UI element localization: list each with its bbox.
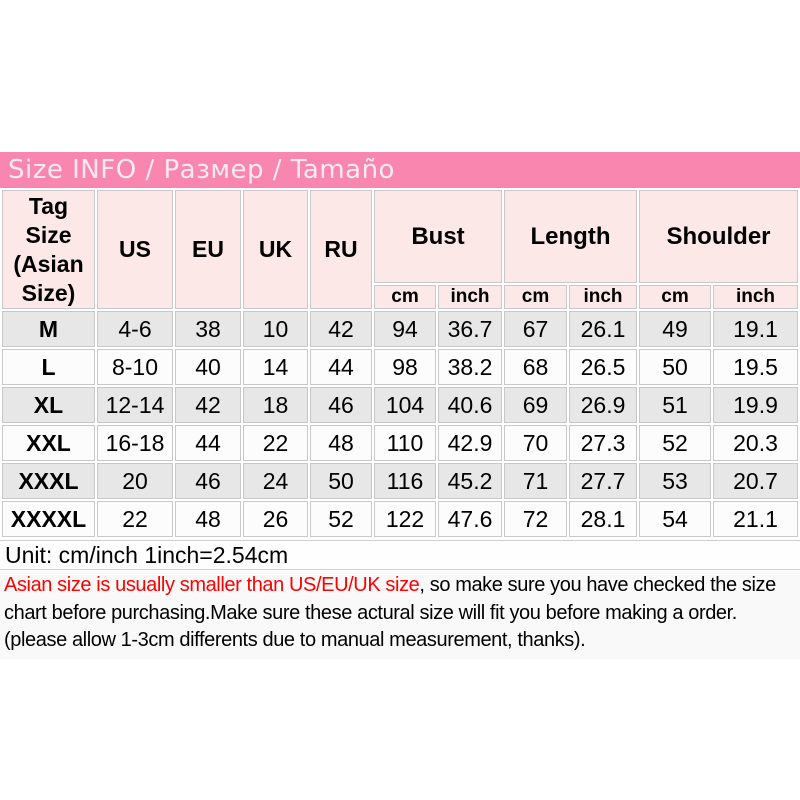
table-cell: 12-14 xyxy=(97,387,173,423)
table-cell: 46 xyxy=(175,463,241,499)
subheader-bust-inch: inch xyxy=(438,285,502,309)
table-cell: 20.3 xyxy=(713,425,799,461)
table-cell: 19.5 xyxy=(713,349,799,385)
table-cell: 47.6 xyxy=(438,501,502,537)
table-cell: 20 xyxy=(97,463,173,499)
unit-note: Unit: cm/inch 1inch=2.54cm xyxy=(0,540,800,570)
table-cell: 38.2 xyxy=(438,349,502,385)
table-cell: 38 xyxy=(175,311,241,347)
table-cell: 53 xyxy=(639,463,712,499)
table-cell: 14 xyxy=(243,349,308,385)
table-row-xxxxl: XXXXL 22 48 26 52 122 47.6 72 28.1 54 21… xyxy=(2,501,799,537)
table-cell: 45.2 xyxy=(438,463,502,499)
table-cell: 18 xyxy=(243,387,308,423)
table-row-xxl: XXL 16-18 44 22 48 110 42.9 70 27.3 52 2… xyxy=(2,425,799,461)
table-cell: 20.7 xyxy=(713,463,799,499)
col-header-bust: Bust xyxy=(374,190,502,283)
col-header-ru: RU xyxy=(310,190,372,309)
col-header-length: Length xyxy=(504,190,638,283)
table-cell: 50 xyxy=(639,349,712,385)
table-cell: 19.9 xyxy=(713,387,799,423)
table-cell: 94 xyxy=(374,311,436,347)
disclaimer-red-segment: Asian size is usually smaller than US/EU… xyxy=(4,574,420,596)
table-cell: 52 xyxy=(639,425,712,461)
size-row-label: XXXXL xyxy=(2,501,95,537)
tag-size-header-cell: Tag Size (Asian Size) xyxy=(2,190,95,309)
table-cell: 16-18 xyxy=(97,425,173,461)
col-header-uk: UK xyxy=(243,190,308,309)
table-cell: 21.1 xyxy=(713,501,799,537)
table-cell: 42.9 xyxy=(438,425,502,461)
size-row-label: M xyxy=(2,311,95,347)
table-cell: 4-6 xyxy=(97,311,173,347)
table-cell: 54 xyxy=(639,501,712,537)
table-cell: 69 xyxy=(504,387,567,423)
table-cell: 50 xyxy=(310,463,372,499)
title-bar: Size INFO / Размер / Tamaño xyxy=(0,152,800,188)
table-cell: 26.5 xyxy=(569,349,638,385)
table-cell: 70 xyxy=(504,425,567,461)
table-cell: 51 xyxy=(639,387,712,423)
table-cell: 42 xyxy=(175,387,241,423)
table-cell: 116 xyxy=(374,463,436,499)
table-cell: 26 xyxy=(243,501,308,537)
table-cell: 72 xyxy=(504,501,567,537)
header-row-units: cm inch cm inch cm inch xyxy=(2,285,799,309)
table-cell: 28.1 xyxy=(569,501,638,537)
table-cell: 8-10 xyxy=(97,349,173,385)
subheader-length-inch: inch xyxy=(569,285,638,309)
table-cell: 110 xyxy=(374,425,436,461)
table-cell: 27.7 xyxy=(569,463,638,499)
table-cell: 104 xyxy=(374,387,436,423)
table-cell: 27.3 xyxy=(569,425,638,461)
table-cell: 26.9 xyxy=(569,387,638,423)
table-cell: 71 xyxy=(504,463,567,499)
table-cell: 36.7 xyxy=(438,311,502,347)
table-cell: 98 xyxy=(374,349,436,385)
subheader-shoulder-inch: inch xyxy=(713,285,799,309)
table-cell: 10 xyxy=(243,311,308,347)
table-cell: 40 xyxy=(175,349,241,385)
table-cell: 68 xyxy=(504,349,567,385)
table-cell: 44 xyxy=(310,349,372,385)
table-row-l: L 8-10 40 14 44 98 38.2 68 26.5 50 19.5 xyxy=(2,349,799,385)
table-cell: 40.6 xyxy=(438,387,502,423)
table-cell: 122 xyxy=(374,501,436,537)
size-row-label: XL xyxy=(2,387,95,423)
size-chart-table: Tag Size (Asian Size) US EU UK RU Bust L… xyxy=(0,188,800,539)
disclaimer-text: Asian size is usually smaller than US/EU… xyxy=(0,571,800,659)
table-cell: 48 xyxy=(310,425,372,461)
table-cell: 42 xyxy=(310,311,372,347)
table-cell: 44 xyxy=(175,425,241,461)
table-cell: 19.1 xyxy=(713,311,799,347)
col-header-us: US xyxy=(97,190,173,309)
subheader-length-cm: cm xyxy=(504,285,567,309)
table-cell: 46 xyxy=(310,387,372,423)
col-header-shoulder: Shoulder xyxy=(639,190,799,283)
header-row-top: Tag Size (Asian Size) US EU UK RU Bust L… xyxy=(2,190,799,309)
table-cell: 48 xyxy=(175,501,241,537)
table-cell: 52 xyxy=(310,501,372,537)
table-cell: 24 xyxy=(243,463,308,499)
size-row-label: XXL xyxy=(2,425,95,461)
table-cell: 22 xyxy=(243,425,308,461)
table-cell: 49 xyxy=(639,311,712,347)
table-cell: 26.1 xyxy=(569,311,638,347)
table-cell: 67 xyxy=(504,311,567,347)
table-row-m: M 4-6 38 10 42 94 36.7 67 26.1 49 19.1 xyxy=(2,311,799,347)
size-row-label: XXXL xyxy=(2,463,95,499)
table-row-xl: XL 12-14 42 18 46 104 40.6 69 26.9 51 19… xyxy=(2,387,799,423)
disclaimer-black-segment: , so make sure you have checked the size… xyxy=(4,574,776,651)
table-cell: 22 xyxy=(97,501,173,537)
page-title: Size INFO / Размер / Tamaño xyxy=(8,155,395,185)
subheader-bust-cm: cm xyxy=(374,285,436,309)
size-row-label: L xyxy=(2,349,95,385)
subheader-shoulder-cm: cm xyxy=(639,285,712,309)
table-row-xxxl: XXXL 20 46 24 50 116 45.2 71 27.7 53 20.… xyxy=(2,463,799,499)
col-header-eu: EU xyxy=(175,190,241,309)
